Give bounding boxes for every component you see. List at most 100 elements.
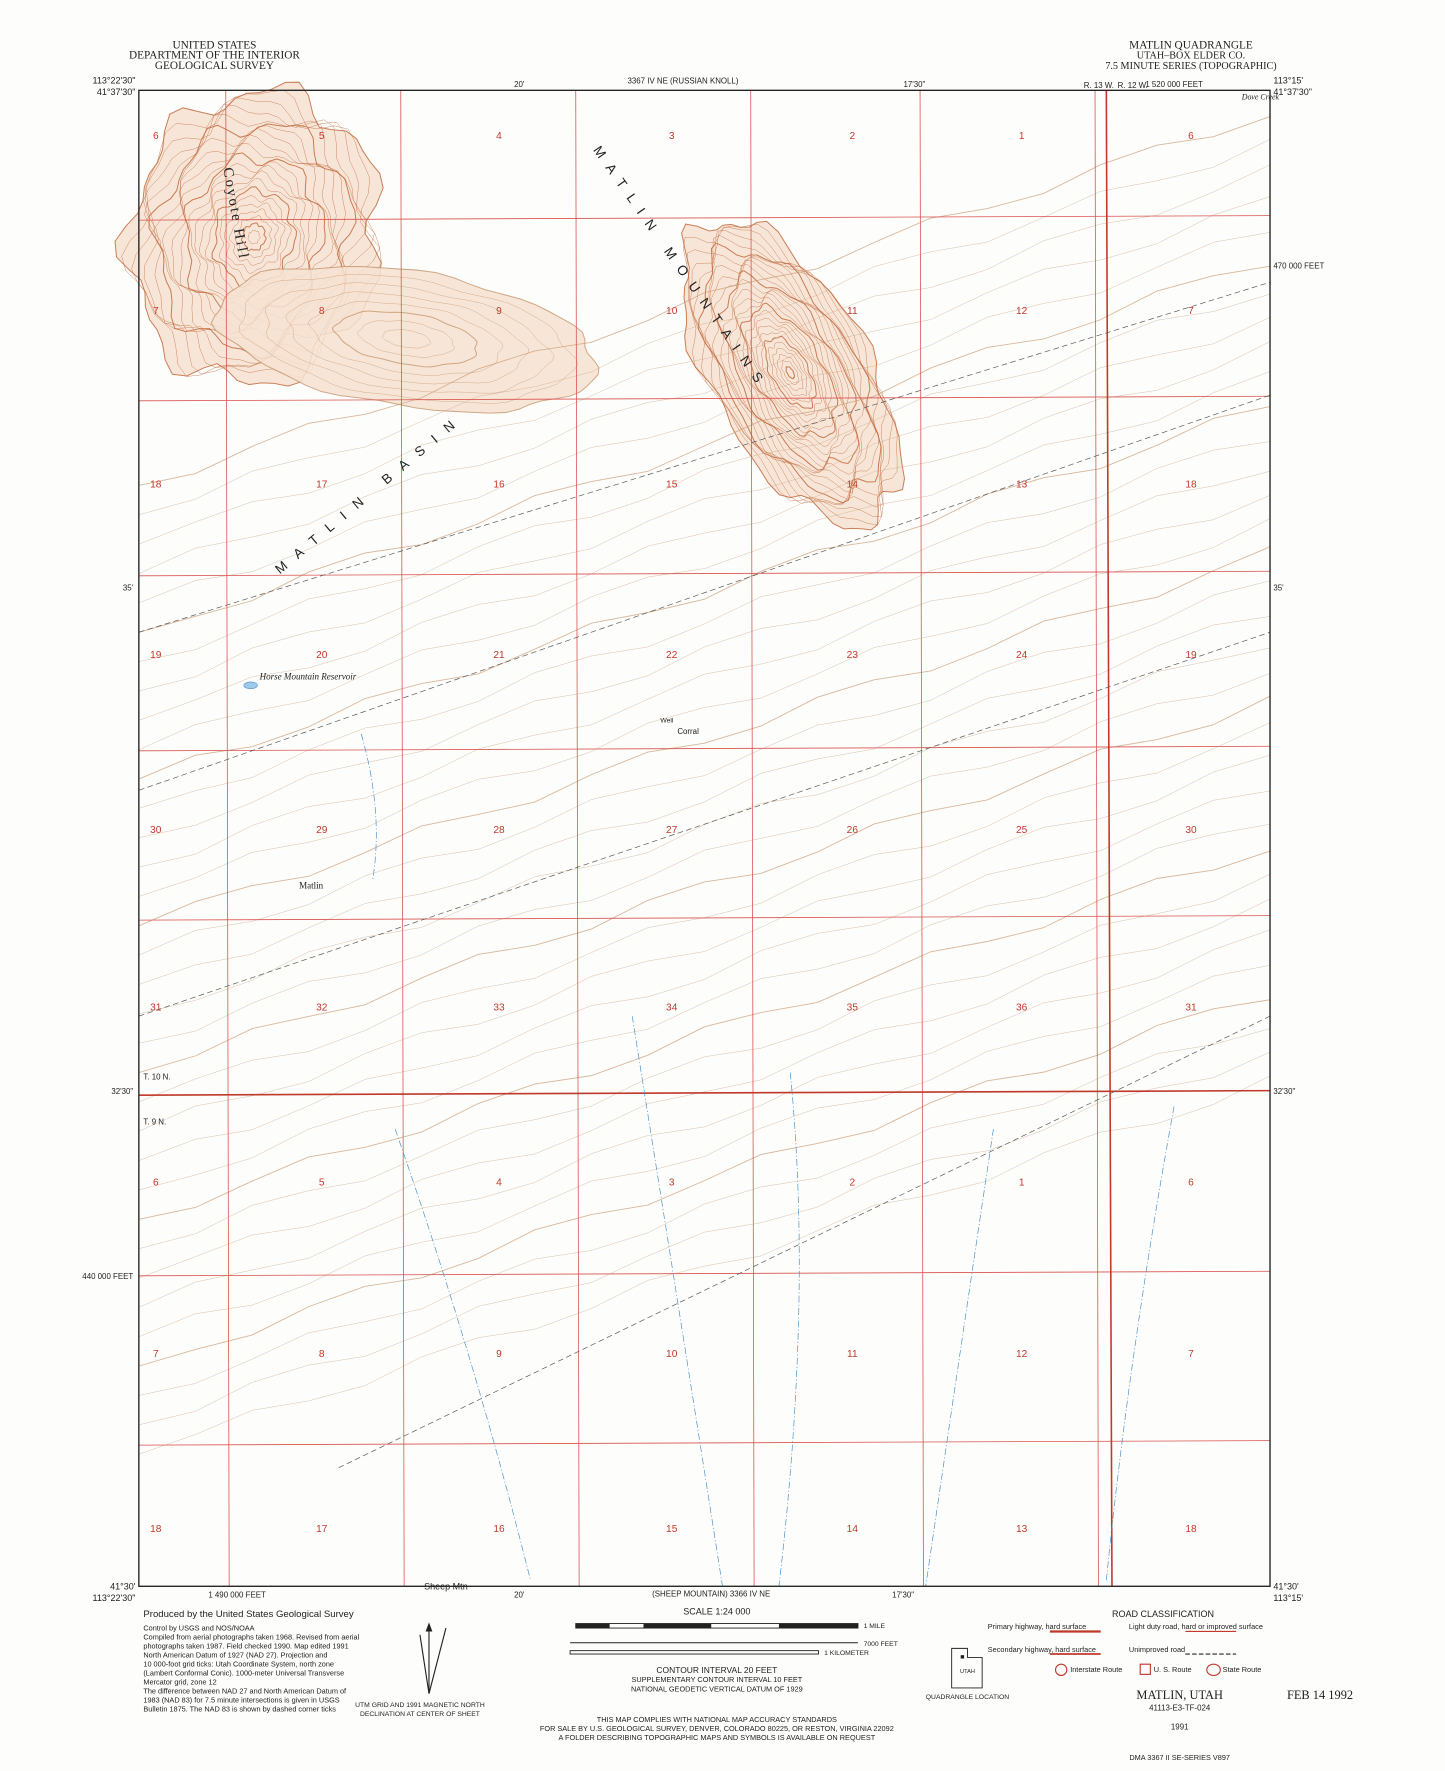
contour-line (210, 265, 600, 414)
contour-line (138, 139, 1271, 516)
contour-line (332, 310, 478, 368)
section-number: 18 (1185, 1524, 1197, 1535)
edge-label: 17'30" (903, 80, 925, 89)
contour-line (734, 292, 850, 455)
road-item: Light duty road, hard or improved surfac… (1129, 1622, 1263, 1631)
section-number: 6 (153, 1177, 159, 1188)
section-number: 7 (1188, 1349, 1194, 1360)
series-note: DMA 3367 II SE-SERIES V897 (1129, 1753, 1230, 1762)
road-item: Secondary highway, hard surface (988, 1645, 1096, 1654)
location-caption: QUADRANGLE LOCATION (926, 1694, 1009, 1701)
section-number: 18 (150, 480, 162, 491)
section-number: 6 (1188, 131, 1194, 142)
header-right-line: UTAH–BOX ELDER CO. (1137, 51, 1245, 62)
edge-label: 35' (123, 583, 134, 592)
section-number: 6 (1188, 1177, 1194, 1188)
contour-line (285, 291, 529, 385)
section-line (138, 745, 1271, 752)
section-number: 23 (847, 650, 859, 661)
quad-year: 1991 (1171, 1723, 1189, 1732)
section-line (225, 90, 230, 1587)
edge-label: 17'30" (892, 1591, 914, 1600)
contour-line (138, 673, 1271, 1044)
section-number: 22 (666, 650, 678, 661)
edge-label: 20' (514, 80, 525, 89)
township-label: T. 9 N. (143, 1118, 166, 1127)
declination-diagram (419, 1622, 447, 1694)
quad-name: MATLIN, UTAH (1136, 1688, 1223, 1702)
stream (631, 1016, 723, 1587)
section-number: 4 (496, 1177, 502, 1188)
contour-line (138, 495, 1271, 868)
section-number: 6 (153, 131, 159, 142)
contour-line (228, 208, 279, 266)
corner-longitude: 113°22'30" (93, 76, 136, 86)
contour-line (729, 289, 854, 463)
section-number: 31 (150, 1002, 162, 1013)
declination-note: DECLINATION AT CENTER OF SHEET (360, 1711, 480, 1718)
header-right-line: 7.5 MINUTE SERIES (TOPOGRAPHIC) (1105, 61, 1276, 72)
contour-line (690, 230, 887, 508)
section-number: 24 (1016, 650, 1028, 661)
section-number: 11 (847, 1349, 858, 1360)
declination-note: UTM GRID AND 1991 MAGNETIC NORTH (355, 1702, 485, 1709)
section-number: 19 (1185, 650, 1197, 661)
contour-line (264, 282, 555, 394)
edge-label: 20' (514, 1591, 525, 1600)
contour-line (138, 546, 1271, 927)
section-line (750, 90, 755, 1587)
contour-line (138, 471, 1271, 838)
section-line (138, 570, 1271, 577)
section-number: 18 (150, 1524, 162, 1535)
township-label: R. 13 W. (1084, 81, 1114, 90)
contour-line (723, 278, 858, 468)
place-name: Horse Mountain Reservoir (259, 672, 357, 682)
standards-note: A FOLDER DESCRIBING TOPOGRAPHIC MAPS AND… (559, 1733, 876, 1742)
credit-line: (Lambert Conformal Conic). 1000-meter Un… (143, 1668, 344, 1677)
section-number: 17 (316, 1524, 328, 1535)
section-number: 14 (847, 480, 859, 491)
section-number: 27 (666, 825, 678, 836)
road (338, 1015, 1271, 1469)
contour-line (138, 293, 1271, 662)
section-number: 26 (847, 825, 859, 836)
contour-note: CONTOUR INTERVAL 20 FEET (656, 1665, 777, 1675)
contour-line (138, 1051, 1271, 1426)
section-number: 18 (1185, 480, 1197, 491)
contour-line (138, 196, 1271, 574)
section-number: 34 (666, 1002, 678, 1013)
section-number: 30 (150, 825, 162, 836)
contour-line (755, 325, 827, 423)
route-item: U. S. Route (1154, 1665, 1192, 1674)
section-number: 2 (849, 1177, 855, 1188)
road-symbols (1049, 1630, 1237, 1677)
section-number: 8 (319, 306, 325, 317)
section-number: 10 (666, 306, 678, 317)
contour-line (750, 317, 831, 429)
route-item: State Route (1223, 1665, 1262, 1674)
date-stamp: FEB 14 1992 (1287, 1688, 1353, 1702)
section-grid (138, 90, 1271, 1587)
contour-line (138, 518, 1271, 897)
credit-line: Bulletin 1875. The NAD 83 is shown by da… (143, 1705, 336, 1714)
contour-line (138, 232, 1271, 604)
edge-label: 1 490 000 FEET (208, 1591, 266, 1600)
credit-line: North American Datum of 1927 (NAD 27). P… (143, 1650, 327, 1659)
edge-label: 440 000 FEET (82, 1272, 133, 1281)
contour-line (223, 202, 286, 274)
scale-unit: 1 KILOMETER (824, 1650, 869, 1657)
section-number: 5 (319, 1177, 325, 1188)
section-number: 10 (666, 1349, 678, 1360)
section-number: 17 (316, 480, 328, 491)
road-title: ROAD CLASSIFICATION (1112, 1609, 1214, 1619)
contour-line (138, 823, 1271, 1191)
township-line (138, 1089, 1271, 1096)
section-number: 3 (669, 131, 675, 142)
section-number: 31 (1185, 1002, 1197, 1013)
credit-line: Produced by the United States Geological… (143, 1609, 354, 1620)
section-number: 32 (316, 1002, 328, 1013)
section-number: 7 (153, 1349, 159, 1360)
contour-line (681, 220, 905, 531)
contour-line (138, 265, 1271, 633)
section-number: 15 (666, 480, 678, 491)
